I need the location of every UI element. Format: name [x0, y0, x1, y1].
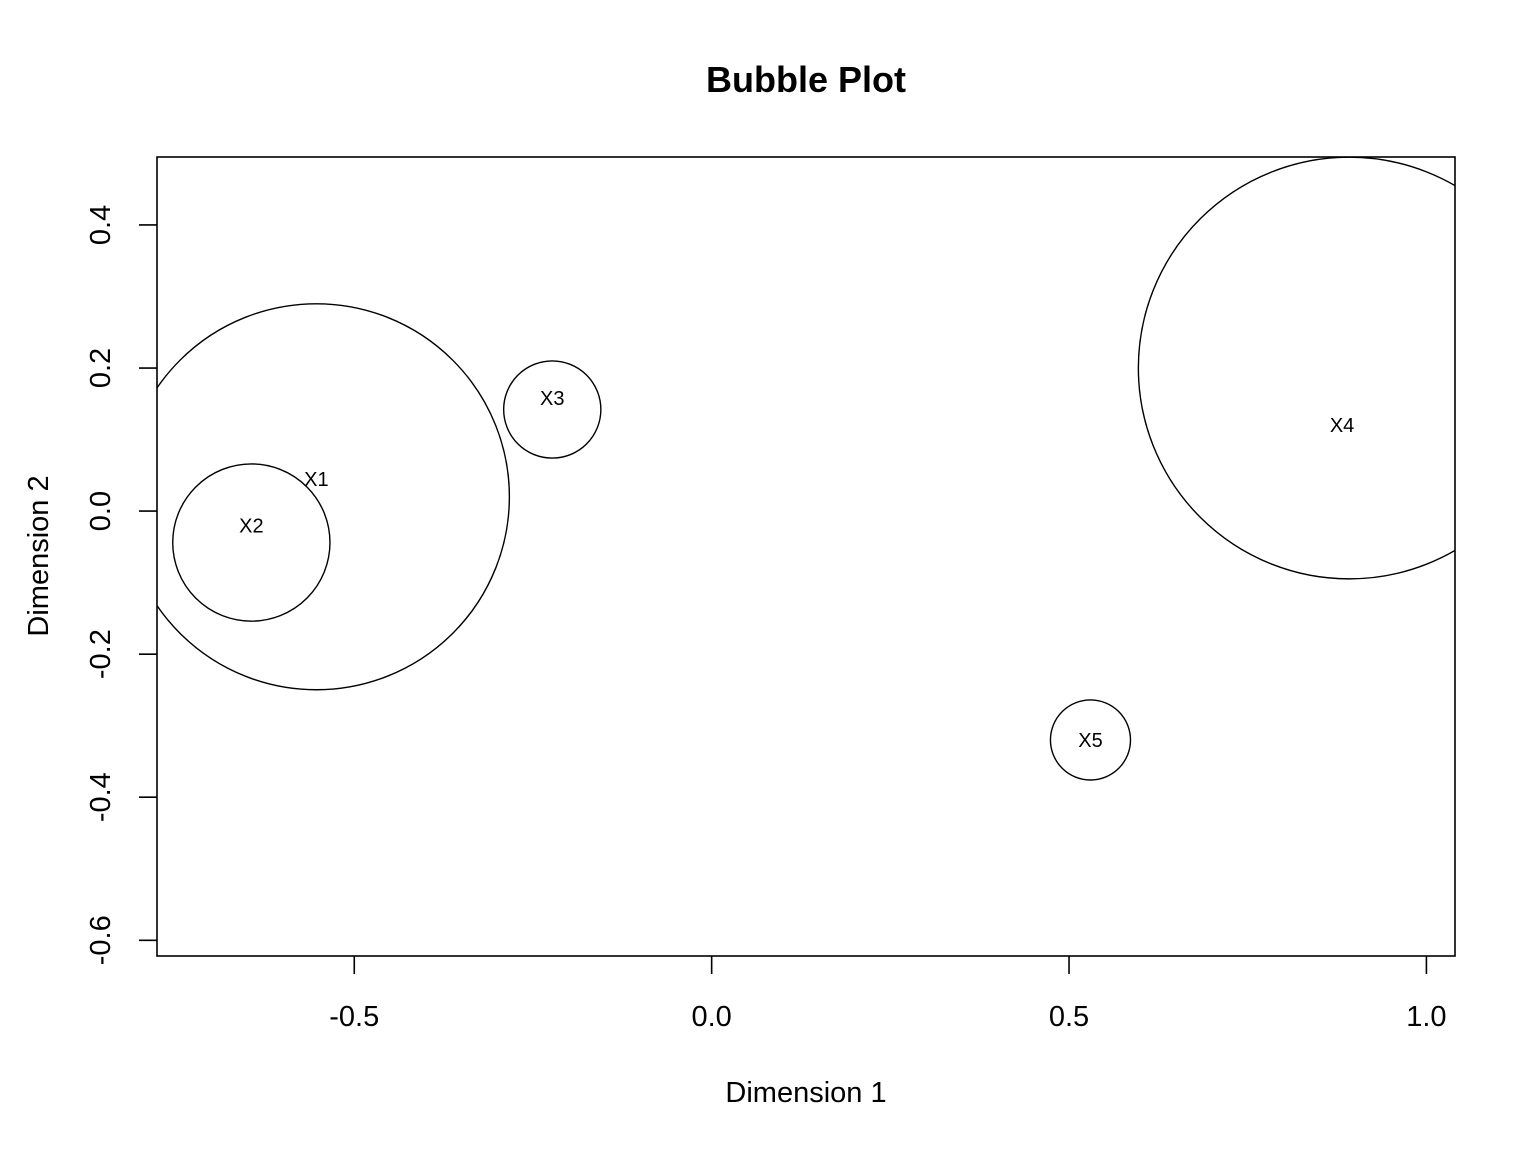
bubble-x1 — [157, 303, 511, 691]
y-tick-label: -0.2 — [85, 629, 117, 679]
bubble-x4 — [1137, 157, 1455, 580]
y-axis: -0.6 -0.4 -0.2 0.0 0.2 0.4 — [85, 205, 157, 965]
plot-frame — [156, 156, 1456, 957]
bubble-x5 — [1049, 699, 1132, 781]
bubble-x2 — [172, 463, 331, 622]
x-tick-label: 1.0 — [1406, 1001, 1446, 1033]
bubble-label-x1: X1 — [304, 469, 328, 491]
y-tick-label: -0.6 — [85, 915, 117, 965]
y-tick-label: 0.0 — [85, 491, 117, 531]
bubble-label-x4: X4 — [1330, 415, 1354, 437]
bubble-label-x3: X3 — [540, 388, 564, 410]
bubble-label-x2: X2 — [239, 515, 263, 537]
chart-title: Bubble Plot — [706, 59, 906, 100]
y-tick-label: 0.2 — [85, 348, 117, 388]
x-tick-label: 0.0 — [691, 1001, 731, 1033]
bubble-label-x5: X5 — [1078, 730, 1102, 752]
y-axis-label: Dimension 2 — [23, 475, 55, 636]
x-axis: -0.5 0.0 0.5 1.0 — [329, 956, 1447, 1033]
point-labels-layer: X1 X2 X3 X4 X5 — [239, 388, 1354, 752]
x-tick-label: 0.5 — [1049, 1001, 1089, 1033]
x-axis-label: Dimension 1 — [725, 1077, 886, 1109]
bubble-x3 — [502, 360, 602, 459]
y-tick-label: -0.4 — [85, 772, 117, 822]
y-tick-label: 0.4 — [85, 205, 117, 245]
x-tick-label: -0.5 — [329, 1001, 379, 1033]
bubbles-layer — [157, 157, 1455, 781]
